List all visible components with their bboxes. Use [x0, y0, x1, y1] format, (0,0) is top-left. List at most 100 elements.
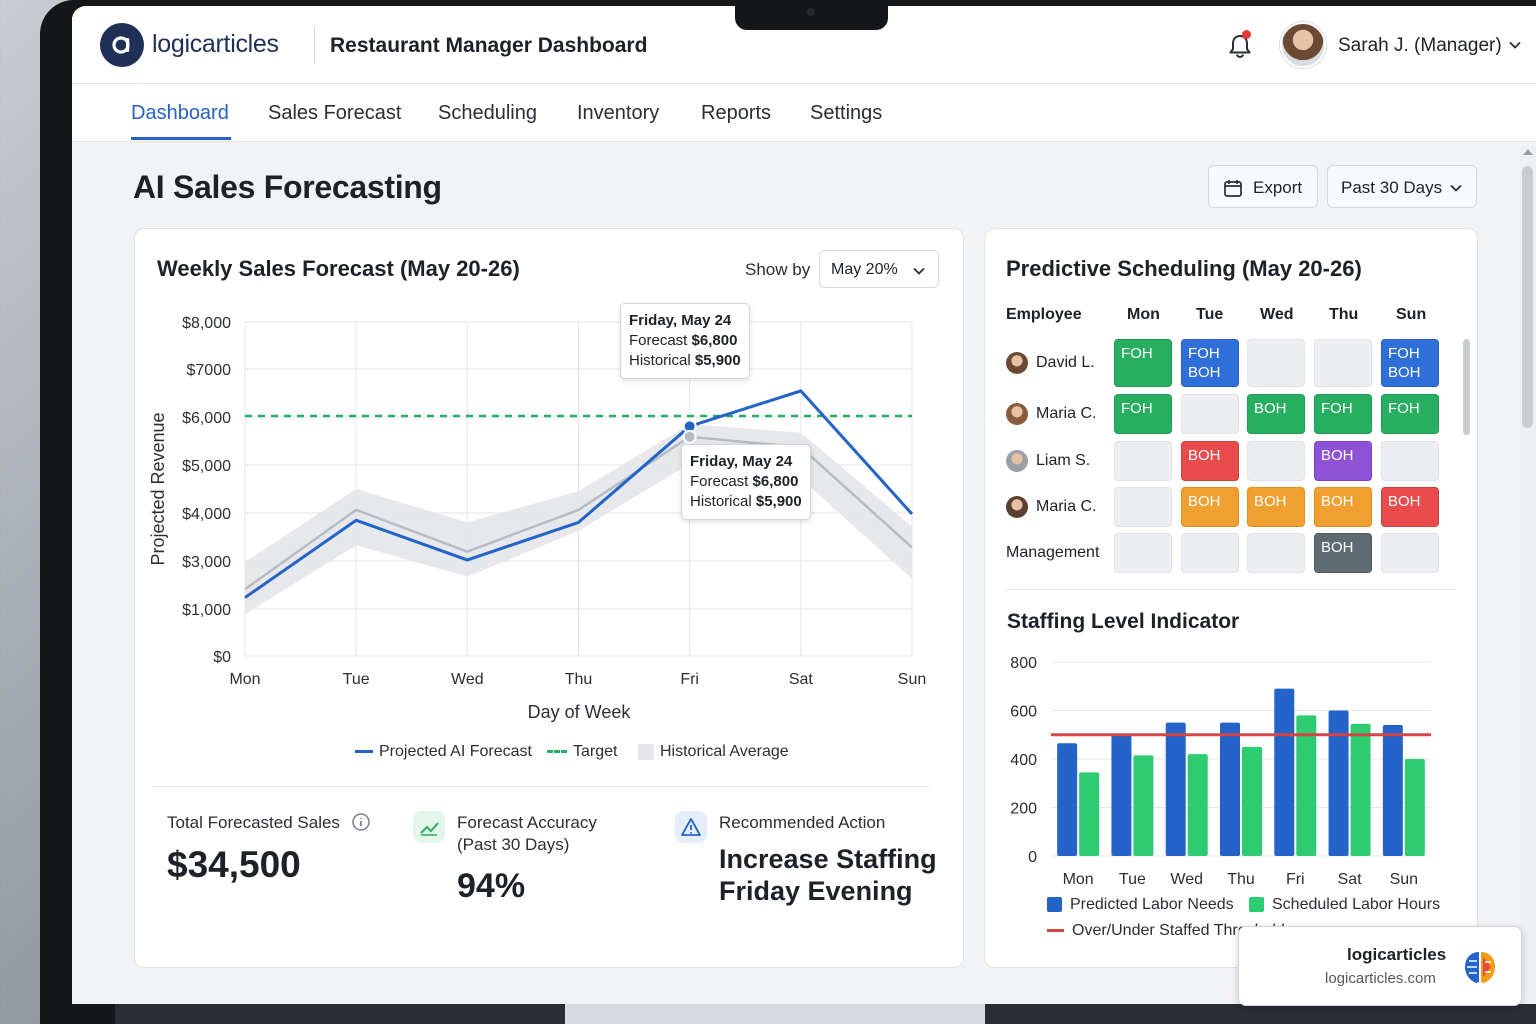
employee-avatar [1006, 403, 1028, 425]
shift-cell[interactable]: FOH [1114, 394, 1172, 434]
tooltip-date: Friday, May 24 [690, 453, 793, 470]
x-tick-label: Wed [1170, 871, 1203, 888]
card-divider [153, 786, 929, 787]
tab-reports[interactable]: Reports [701, 102, 772, 124]
scroll-up-arrow-icon[interactable] [1523, 149, 1533, 155]
shift-cell[interactable] [1381, 441, 1439, 481]
y-tick-label: 600 [1010, 704, 1037, 721]
shift-cell[interactable]: BOH [1381, 487, 1439, 527]
shift-cell[interactable]: BOH [1181, 441, 1239, 481]
shift-cell[interactable]: BOH [1314, 533, 1372, 573]
y-tick-label: $0 [213, 649, 231, 666]
notification-bell-icon[interactable] [1224, 30, 1256, 62]
shift-cell[interactable] [1247, 441, 1305, 481]
shift-cell[interactable]: BOH [1314, 441, 1372, 481]
legend-threshold-label: Over/Under Staffed Threshold [1072, 922, 1285, 939]
show-by-label: Show by [745, 260, 811, 279]
info-icon[interactable] [351, 812, 371, 832]
shift-cell[interactable] [1247, 339, 1305, 387]
y-tick-label: $4,000 [182, 506, 231, 523]
action-line-1: Increase Staffing [719, 844, 937, 874]
shift-cell[interactable] [1314, 339, 1372, 387]
accuracy-label-line-2: (Past 30 Days) [457, 835, 570, 854]
shift-cell[interactable]: BOH [1314, 487, 1372, 527]
brand-name[interactable]: logicarticles [152, 30, 279, 58]
shift-cell[interactable] [1114, 533, 1172, 573]
y-tick-label: $6,000 [182, 410, 231, 427]
page-scrollbar-thumb[interactable] [1522, 166, 1533, 428]
tooltip-forecast-value: $6,800 [752, 473, 799, 490]
y-tick-label: 400 [1010, 752, 1037, 769]
employee-avatar [1006, 496, 1028, 518]
x-tick-label: Tue [1119, 871, 1146, 888]
shift-cell[interactable]: FOH BOH [1181, 339, 1239, 387]
recommended-action: Increase Staffing Friday Evening [719, 843, 937, 907]
legend-scheduled-swatch [1249, 897, 1264, 913]
column-wed: Wed [1260, 306, 1294, 323]
x-tick-label: Sun [1390, 871, 1418, 888]
tab-dashboard[interactable]: Dashboard [131, 102, 229, 124]
staffing-level-chart[interactable]: 0 200 400 600 800 Mon Tue Wed Thu Fri Sat Sun [985, 229, 1479, 969]
legend-historical[interactable]: Historical Average [638, 743, 789, 761]
x-tick-label: Tue [343, 671, 370, 688]
export-button[interactable]: Export [1208, 165, 1318, 208]
legend-predicted[interactable]: Predicted Labor Needs [1047, 896, 1234, 914]
schedule-scrollbar[interactable] [1463, 339, 1470, 435]
bar-predicted [1328, 710, 1349, 856]
user-avatar[interactable] [1280, 22, 1326, 68]
legend-target[interactable]: Target [547, 743, 617, 761]
shift-cell[interactable]: BOH [1247, 487, 1305, 527]
shift-cell[interactable] [1181, 394, 1239, 434]
legend-threshold[interactable]: Over/Under Staffed Threshold [1047, 922, 1285, 940]
show-by-select[interactable]: May 20% [819, 250, 939, 288]
date-range-select[interactable]: Past 30 Days [1327, 165, 1477, 208]
bar-scheduled [1296, 715, 1317, 856]
column-sun: Sun [1396, 306, 1427, 323]
shift-cell[interactable] [1181, 533, 1239, 573]
tab-inventory[interactable]: Inventory [577, 102, 660, 124]
legend-scheduled[interactable]: Scheduled Labor Hours [1249, 896, 1440, 914]
chevron-down-icon [1450, 184, 1462, 192]
x-tick-label: Sat [1338, 871, 1363, 888]
bar-predicted [1382, 725, 1403, 856]
employee-name: David L. [1036, 354, 1095, 371]
x-tick-label: Thu [1227, 871, 1255, 888]
brand-logo-icon[interactable] [100, 23, 144, 67]
action-line-2: Friday Evening [719, 876, 913, 906]
x-tick-label: Fri [1286, 871, 1305, 888]
shift-cell[interactable] [1247, 533, 1305, 573]
badge-brand-name: logicarticles [1347, 945, 1447, 964]
column-tue: Tue [1196, 306, 1224, 323]
shift-cell[interactable] [1114, 487, 1172, 527]
employee-name: Management [1006, 544, 1100, 561]
brand-badge[interactable]: logicarticles logicarticles.com [1238, 926, 1522, 1006]
shift-cell[interactable] [1381, 533, 1439, 573]
accuracy-value: 94% [457, 867, 526, 905]
shift-cell[interactable]: BOH [1247, 394, 1305, 434]
shift-cell[interactable]: FOH BOH [1381, 339, 1439, 387]
shift-cell[interactable]: FOH [1314, 394, 1372, 434]
x-tick-label: Mon [1063, 871, 1094, 888]
sales-forecast-chart[interactable]: $0 $1,000 $3,000 $4,000 $5,000 $6,000 $7000 $8,… [135, 229, 965, 769]
tab-sales-forecast[interactable]: Sales Forecast [268, 102, 402, 124]
shift-cell[interactable]: FOH [1381, 394, 1439, 434]
y-tick-label: $8,000 [182, 315, 231, 332]
legend-forecast[interactable]: Projected AI Forecast [355, 743, 532, 761]
page-title: AI Sales Forecasting [133, 169, 442, 205]
x-tick-label: Wed [451, 671, 484, 688]
x-tick-label: Sun [898, 671, 926, 688]
chevron-down-icon[interactable] [1508, 38, 1522, 52]
shift-cell[interactable]: BOH [1181, 487, 1239, 527]
tooltip-forecast-label: Forecast [629, 332, 688, 349]
action-label: Recommended Action [719, 813, 886, 832]
user-name[interactable]: Sarah J. (Manager) [1338, 35, 1502, 56]
tab-scheduling[interactable]: Scheduling [438, 102, 537, 124]
x-tick-label: Mon [229, 671, 260, 688]
shift-cell[interactable] [1114, 441, 1172, 481]
camera-dot [807, 8, 815, 16]
notification-dot [1242, 30, 1251, 39]
total-sales-label: Total Forecasted Sales [167, 813, 340, 832]
shift-cell[interactable]: FOH [1114, 339, 1172, 387]
tab-settings[interactable]: Settings [810, 102, 883, 124]
schedule-bottom-border [1006, 589, 1456, 590]
